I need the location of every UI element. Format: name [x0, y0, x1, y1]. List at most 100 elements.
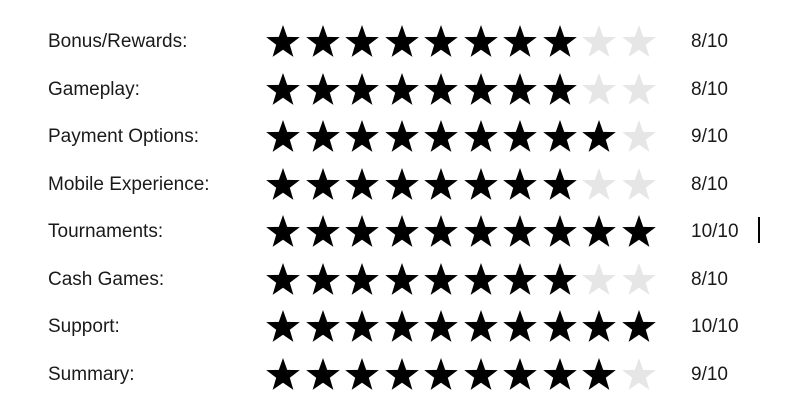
- star-filled-icon: [581, 119, 621, 155]
- star-filled-icon: [344, 214, 384, 250]
- star-empty-icon: [621, 357, 661, 393]
- rating-row: Gameplay: 8/10: [0, 66, 807, 114]
- star-rating: [265, 309, 660, 345]
- star-filled-icon: [542, 309, 582, 345]
- star-empty-icon: [621, 119, 661, 155]
- rating-label: Support:: [48, 316, 120, 337]
- star-filled-icon: [423, 357, 463, 393]
- rating-label: Bonus/Rewards:: [48, 31, 188, 52]
- star-rating: [265, 72, 660, 108]
- star-filled-icon: [581, 357, 621, 393]
- star-filled-icon: [463, 167, 503, 203]
- star-empty-icon: [621, 167, 661, 203]
- star-filled-icon: [463, 309, 503, 345]
- star-rating: [265, 24, 660, 60]
- rating-score: 8/10: [691, 268, 728, 290]
- star-filled-icon: [502, 357, 542, 393]
- star-rating: [265, 357, 660, 393]
- rating-row: Payment Options: 9/10: [0, 113, 807, 161]
- rating-score: 9/10: [691, 363, 728, 385]
- star-filled-icon: [423, 309, 463, 345]
- star-filled-icon: [384, 309, 424, 345]
- star-filled-icon: [502, 119, 542, 155]
- star-filled-icon: [463, 262, 503, 298]
- rating-row: Tournaments: 10/10: [0, 208, 807, 256]
- star-filled-icon: [265, 214, 305, 250]
- star-empty-icon: [581, 167, 621, 203]
- star-filled-icon: [344, 119, 384, 155]
- star-filled-icon: [542, 214, 582, 250]
- star-empty-icon: [621, 262, 661, 298]
- star-filled-icon: [344, 72, 384, 108]
- star-filled-icon: [502, 24, 542, 60]
- star-filled-icon: [581, 309, 621, 345]
- rating-row: Bonus/Rewards: 8/10: [0, 18, 807, 66]
- rating-score: 8/10: [691, 31, 728, 52]
- rating-row: Mobile Experience: 8/10: [0, 161, 807, 209]
- rating-score: 10/10: [691, 221, 739, 242]
- star-empty-icon: [581, 262, 621, 298]
- star-filled-icon: [542, 167, 582, 203]
- star-filled-icon: [463, 24, 503, 60]
- star-rating: [265, 262, 660, 298]
- rating-score: 8/10: [691, 173, 728, 195]
- star-filled-icon: [305, 167, 345, 203]
- star-rating: [265, 119, 660, 155]
- star-rating: [265, 214, 660, 250]
- rating-label: Payment Options:: [48, 126, 200, 147]
- star-filled-icon: [423, 72, 463, 108]
- rating-label: Gameplay:: [48, 78, 140, 100]
- star-filled-icon: [502, 309, 542, 345]
- rating-score: 10/10: [691, 316, 739, 337]
- rating-score: 8/10: [691, 78, 728, 100]
- star-filled-icon: [542, 72, 582, 108]
- star-filled-icon: [384, 357, 424, 393]
- rating-label: Tournaments:: [48, 221, 164, 242]
- rating-row: Cash Games: 8/10: [0, 256, 807, 304]
- star-filled-icon: [265, 262, 305, 298]
- rating-label: Cash Games:: [48, 268, 165, 290]
- star-rating: [265, 167, 660, 203]
- rating-row: Support: 10/10: [0, 303, 807, 351]
- ratings-table: Bonus/Rewards: 8/10 Gameplay: 8/10 Payment O…: [0, 18, 807, 398]
- star-filled-icon: [384, 262, 424, 298]
- star-empty-icon: [581, 24, 621, 60]
- star-filled-icon: [542, 357, 582, 393]
- star-filled-icon: [265, 72, 305, 108]
- star-filled-icon: [423, 119, 463, 155]
- star-filled-icon: [344, 24, 384, 60]
- star-empty-icon: [621, 24, 661, 60]
- star-filled-icon: [463, 72, 503, 108]
- text-cursor: [758, 217, 760, 243]
- star-filled-icon: [423, 24, 463, 60]
- star-filled-icon: [502, 262, 542, 298]
- star-filled-icon: [621, 214, 661, 250]
- star-filled-icon: [463, 214, 503, 250]
- star-filled-icon: [463, 119, 503, 155]
- star-filled-icon: [581, 214, 621, 250]
- star-filled-icon: [265, 167, 305, 203]
- star-filled-icon: [502, 214, 542, 250]
- star-filled-icon: [384, 72, 424, 108]
- star-empty-icon: [621, 72, 661, 108]
- star-filled-icon: [384, 214, 424, 250]
- star-filled-icon: [344, 262, 384, 298]
- star-filled-icon: [265, 24, 305, 60]
- star-filled-icon: [384, 167, 424, 203]
- star-filled-icon: [305, 24, 345, 60]
- star-filled-icon: [305, 119, 345, 155]
- star-filled-icon: [621, 309, 661, 345]
- star-filled-icon: [463, 357, 503, 393]
- star-filled-icon: [384, 119, 424, 155]
- star-filled-icon: [265, 357, 305, 393]
- star-filled-icon: [265, 119, 305, 155]
- star-filled-icon: [502, 72, 542, 108]
- star-filled-icon: [344, 167, 384, 203]
- rating-label: Mobile Experience:: [48, 173, 210, 195]
- rating-label: Summary:: [48, 363, 135, 385]
- star-filled-icon: [502, 167, 542, 203]
- star-filled-icon: [305, 214, 345, 250]
- star-filled-icon: [344, 357, 384, 393]
- star-filled-icon: [305, 357, 345, 393]
- rating-row: Summary: 9/10: [0, 351, 807, 399]
